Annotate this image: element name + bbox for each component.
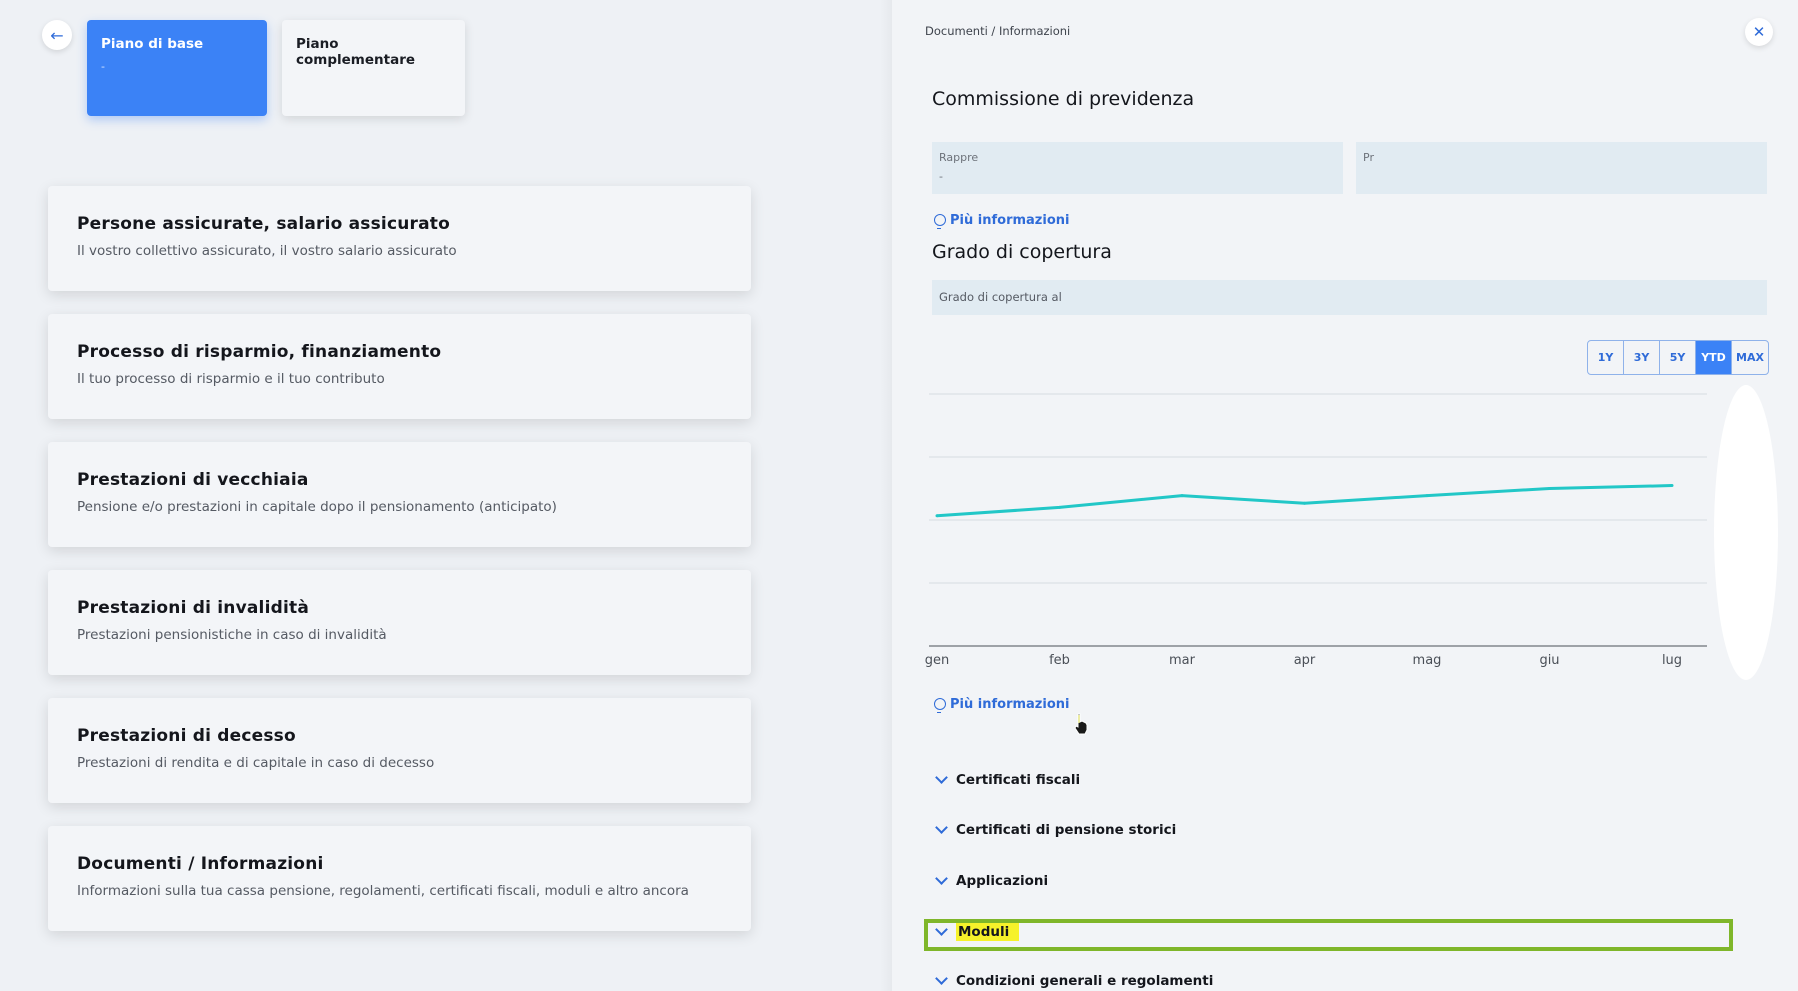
tab-sublabel: - bbox=[101, 60, 105, 73]
card-description: Il tuo processo di risparmio e il tuo co… bbox=[77, 371, 385, 387]
redacted-area bbox=[1714, 385, 1778, 680]
card-description: Prestazioni pensionistiche in caso di in… bbox=[77, 627, 387, 643]
card-prestazioni-invalidita[interactable]: Prestazioni di invalidità Prestazioni pe… bbox=[48, 570, 751, 675]
data-point bbox=[1303, 501, 1306, 505]
data-point bbox=[1670, 484, 1674, 488]
range-5y-button[interactable]: 5Y bbox=[1660, 341, 1696, 374]
x-tick-label: giu bbox=[1539, 653, 1559, 668]
more-info-link[interactable]: Più informazioni bbox=[934, 213, 1070, 229]
representative-box: Rappre - bbox=[932, 142, 1343, 194]
highlight-frame bbox=[924, 919, 1733, 951]
accordion-condizioni-generali[interactable]: Condizioni generali e regolamenti bbox=[935, 972, 1214, 989]
coverage-chart-svg: gen feb mar apr mag giu lug bbox=[925, 393, 1707, 668]
card-title: Prestazioni di decesso bbox=[77, 726, 296, 746]
chevron-down-icon bbox=[935, 771, 948, 784]
x-tick-label: mag bbox=[1413, 653, 1442, 668]
commission-title: Commissione di previdenza bbox=[932, 88, 1195, 110]
card-description: Pensione e/o prestazioni in capitale dop… bbox=[77, 499, 557, 515]
chevron-down-icon bbox=[935, 972, 948, 985]
card-title: Persone assicurate, salario assicurato bbox=[77, 214, 451, 234]
card-documenti-informazioni[interactable]: Documenti / Informazioni Informazioni su… bbox=[48, 826, 751, 931]
card-processo-di-risparmio[interactable]: Processo di risparmio, finanziamento Il … bbox=[48, 314, 751, 419]
card-title: Processo di risparmio, finanziamento bbox=[77, 342, 442, 362]
more-info-link-coverage[interactable]: Più informazioni bbox=[934, 697, 1070, 713]
data-point bbox=[1425, 494, 1429, 498]
card-title: Documenti / Informazioni bbox=[77, 854, 324, 874]
lightbulb-icon bbox=[934, 697, 946, 713]
card-title: Prestazioni di vecchiaia bbox=[77, 470, 309, 490]
coverage-chart: gen feb mar apr mag giu lug bbox=[892, 380, 1798, 680]
data-point bbox=[1548, 487, 1551, 490]
chevron-down-icon bbox=[935, 821, 948, 834]
accordion-label: Moduli bbox=[956, 923, 1020, 941]
pane-divider bbox=[880, 0, 894, 991]
more-info-label: Più informazioni bbox=[950, 213, 1070, 228]
lightbulb-icon bbox=[934, 213, 946, 229]
range-1y-button[interactable]: 1Y bbox=[1588, 341, 1624, 374]
back-button[interactable]: ← bbox=[42, 20, 72, 50]
accordion-label: Condizioni generali e regolamenti bbox=[956, 973, 1214, 989]
overview-pane: ← Piano di base - Piano complementare Pe… bbox=[0, 0, 892, 991]
data-point bbox=[935, 514, 939, 518]
accordion-moduli[interactable]: Moduli bbox=[935, 923, 1020, 941]
box-value: - bbox=[939, 170, 943, 183]
x-tick-label: lug bbox=[1662, 653, 1682, 668]
box-label: Pr bbox=[1363, 151, 1374, 164]
tab-label: Piano di base bbox=[101, 36, 204, 52]
card-description: Il vostro collettivo assicurato, il vost… bbox=[77, 243, 457, 259]
accordion-applicazioni[interactable]: Applicazioni bbox=[935, 872, 1049, 889]
card-description: Informazioni sulla tua cassa pensione, r… bbox=[77, 883, 689, 899]
range-selector: 1Y 3Y 5Y YTD MAX bbox=[1587, 340, 1769, 375]
arrow-left-icon: ← bbox=[50, 25, 64, 45]
range-ytd-button[interactable]: YTD bbox=[1696, 341, 1732, 374]
tab-piano-di-base[interactable]: Piano di base - bbox=[87, 20, 267, 116]
card-prestazioni-decesso[interactable]: Prestazioni di decesso Prestazioni di re… bbox=[48, 698, 751, 803]
detail-panel: Documenti / Informazioni ✕ Commissione d… bbox=[892, 0, 1798, 991]
card-title: Prestazioni di invalidità bbox=[77, 598, 309, 618]
accordion-label: Applicazioni bbox=[956, 873, 1049, 889]
range-3y-button[interactable]: 3Y bbox=[1624, 341, 1660, 374]
coverage-date-box: Grado di copertura al bbox=[932, 280, 1767, 315]
data-point bbox=[1180, 494, 1184, 498]
x-tick-label: apr bbox=[1294, 653, 1316, 668]
accordion-label: Certificati fiscali bbox=[956, 772, 1081, 788]
accordion-certificati-pensione[interactable]: Certificati di pensione storici bbox=[935, 821, 1177, 838]
hand-pointer-icon bbox=[1074, 713, 1088, 735]
box-label: Rappre bbox=[939, 151, 979, 164]
more-info-label: Più informazioni bbox=[950, 697, 1070, 712]
x-tick-label: feb bbox=[1049, 653, 1070, 668]
close-icon: ✕ bbox=[1752, 23, 1766, 41]
accordion-certificati-fiscali[interactable]: Certificati fiscali bbox=[935, 771, 1081, 788]
tab-piano-complementare[interactable]: Piano complementare bbox=[282, 20, 465, 116]
chevron-down-icon bbox=[935, 923, 948, 936]
data-point bbox=[1058, 505, 1061, 509]
breadcrumb: Documenti / Informazioni bbox=[925, 24, 1071, 38]
chevron-down-icon bbox=[935, 872, 948, 885]
card-prestazioni-vecchiaia[interactable]: Prestazioni di vecchiaia Pensione e/o pr… bbox=[48, 442, 751, 547]
accordion-label: Certificati di pensione storici bbox=[956, 822, 1177, 838]
president-box: Pr bbox=[1356, 142, 1767, 194]
tab-label: Piano complementare bbox=[296, 36, 416, 68]
card-description: Prestazioni di rendita e di capitale in … bbox=[77, 755, 435, 771]
coverage-label: Grado di copertura al bbox=[939, 290, 1062, 304]
coverage-series-line bbox=[936, 484, 1673, 518]
range-max-button[interactable]: MAX bbox=[1736, 351, 1764, 364]
close-button[interactable]: ✕ bbox=[1745, 18, 1773, 46]
card-persone-assicurate[interactable]: Persone assicurate, salario assicurato I… bbox=[48, 186, 751, 291]
x-tick-label: gen bbox=[925, 653, 950, 668]
coverage-title: Grado di copertura bbox=[932, 241, 1112, 263]
x-tick-label: mar bbox=[1169, 653, 1196, 668]
